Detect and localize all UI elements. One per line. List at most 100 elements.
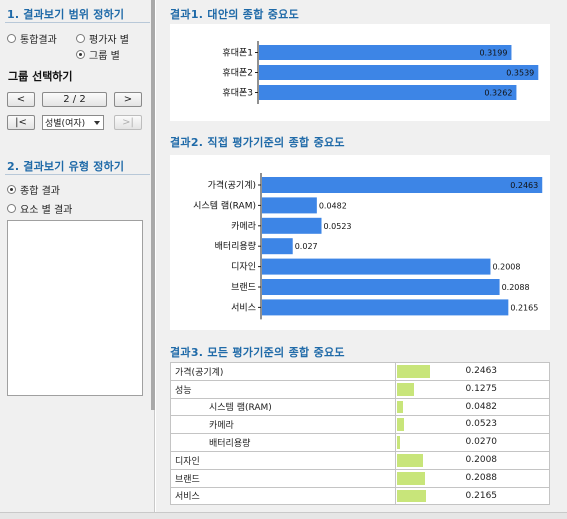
result2-title: 결과2. 직접 평가기준의 종합 중요도 [170, 136, 345, 149]
chart-bar [262, 177, 543, 193]
element-listbox[interactable] [7, 220, 143, 396]
criterion-name: 성능 [170, 379, 396, 399]
chart-bar [259, 85, 517, 100]
group-dropdown[interactable]: 성별(여자) [42, 115, 104, 130]
criterion-name: 디자인 [170, 450, 396, 470]
scope-section-title: 1. 결과보기 범위 정하기 [7, 8, 125, 21]
criterion-value-bar [396, 471, 425, 485]
radio-indicator [76, 34, 85, 43]
first-group-button[interactable]: |< [7, 115, 35, 130]
scope-radio-by-group[interactable]: 그룹 별 [76, 47, 120, 62]
group-dropdown-value: 성별(여자) [45, 119, 86, 129]
table-row: 브랜드 0.2088 [170, 468, 551, 488]
radio-label: 평가자 별 [89, 35, 129, 46]
criterion-value-text: 0.2463 [465, 366, 498, 376]
chart-category-label: 서비스 [231, 302, 256, 313]
radio-label: 통합결과 [20, 35, 57, 46]
chart-bar [259, 45, 512, 60]
left-scrollbar[interactable] [151, 0, 155, 410]
chart-value-label: 0.2088 [502, 283, 530, 292]
chart-bar [262, 258, 491, 275]
radio-label: 종합 결과 [20, 186, 60, 197]
criterion-value-bar [396, 418, 404, 432]
radio-indicator [7, 34, 16, 43]
type-radio-by-element[interactable]: 요소 별 결과 [7, 201, 72, 216]
radio-label: 요소 별 결과 [20, 205, 73, 216]
last-group-button[interactable]: >| [114, 115, 142, 130]
criterion-value-cell: 0.0523 [394, 415, 551, 435]
chart-value-label: 0.027 [295, 242, 318, 251]
table-row: 성능 0.1275 [170, 379, 551, 399]
table-row: 서비스 0.2165 [170, 486, 551, 506]
criterion-value-text: 0.2008 [465, 454, 498, 465]
chart-value-label: 0.3539 [506, 69, 534, 78]
criterion-name: 배터리용량 [170, 433, 396, 452]
criterion-value-cell: 0.1275 [394, 379, 551, 399]
chart-value-label: 0.3262 [484, 89, 512, 98]
chart-bar [262, 279, 500, 295]
chart-category-label: 카메라 [231, 221, 257, 232]
criterion-value-text: 0.0270 [465, 437, 498, 448]
chart-value-label: 0.3199 [479, 49, 507, 58]
chart-bar [259, 65, 539, 80]
next-group-button[interactable]: > [114, 92, 142, 107]
type-section-title: 2. 결과보기 유형 정하기 [7, 160, 125, 173]
criterion-value-bar [396, 382, 414, 396]
chart-category-label: 디자인 [231, 262, 256, 273]
criterion-value-text: 0.2088 [465, 472, 498, 483]
table-row: 배터리용량 0.0270 [170, 433, 551, 452]
chart-bar [262, 217, 322, 234]
criterion-value-bar [396, 400, 403, 414]
table-row: 디자인 0.2008 [170, 450, 551, 470]
radio-indicator [7, 185, 16, 194]
chart-value-label: 0.2463 [510, 181, 538, 190]
criterion-value-bar [396, 489, 426, 503]
result3-table: 가격(공기계) 0.2463 성능 0.1275 시스템 램(RAM) 0.0482 카메라… [170, 362, 551, 506]
chart-category-label: 휴대폰1 [222, 48, 253, 59]
radio-label: 그룹 별 [89, 51, 120, 62]
chevron-down-icon [94, 121, 100, 125]
criterion-value-cell: 0.2165 [394, 486, 551, 506]
criterion-name: 시스템 램(RAM) [170, 397, 396, 417]
criterion-value-cell: 0.2463 [394, 362, 551, 381]
criterion-name: 가격(공기계) [170, 362, 396, 381]
result3-title: 결과3. 모든 평가기준의 종합 중요도 [170, 346, 345, 359]
type-radio-summary[interactable]: 종합 결과 [7, 182, 60, 197]
bottom-scrollbar[interactable] [0, 512, 567, 519]
scope-section-divider [5, 22, 150, 23]
criterion-value-cell: 0.0270 [394, 433, 551, 452]
radio-indicator [7, 204, 16, 213]
result1-chart-card: 휴대폰1 0.3199 휴대폰2 0.3539 휴대폰3 0.3262 [170, 24, 550, 121]
result2-chart-card: 가격(공기계) 0.2463 시스템 램(RAM) 0.0482 카메라 0.0523 배터… [170, 155, 550, 330]
table-row: 가격(공기계) 0.2463 [170, 362, 551, 381]
result2-bar-chart: 가격(공기계) 0.2463 시스템 램(RAM) 0.0482 카메라 0.0523 배터… [193, 173, 543, 320]
criterion-value-text: 0.1275 [465, 383, 498, 394]
page-indicator: 2 / 2 [42, 92, 107, 107]
scope-radio-by-evaluator[interactable]: 평가자 별 [76, 31, 129, 46]
chart-value-label: 0.0482 [319, 201, 347, 210]
criterion-value-bar [396, 453, 424, 467]
criterion-name: 카메라 [170, 415, 396, 435]
criterion-value-cell: 0.0482 [394, 397, 551, 417]
criterion-name: 서비스 [170, 486, 396, 506]
chart-category-label: 휴대폰3 [222, 88, 253, 99]
chart-value-label: 0.2165 [510, 303, 538, 312]
criterion-value-text: 0.0523 [465, 419, 498, 430]
table-row: 카메라 0.0523 [170, 415, 551, 435]
left-panel: 1. 결과보기 범위 정하기 통합결과 평가자 별 그룹 별 그룹 선택하기 <… [0, 0, 155, 519]
criterion-value-bar [396, 436, 401, 449]
chart-bar [262, 197, 317, 214]
criterion-name: 브랜드 [170, 468, 396, 488]
scope-radio-combined[interactable]: 통합결과 [7, 31, 57, 46]
chart-value-label: 0.0523 [324, 222, 352, 231]
table-row: 시스템 램(RAM) 0.0482 [170, 397, 551, 417]
result1-title: 결과1. 대안의 종합 중요도 [170, 8, 300, 21]
radio-indicator [76, 50, 85, 59]
prev-group-button[interactable]: < [7, 92, 35, 107]
group-select-label: 그룹 선택하기 [8, 70, 73, 83]
criterion-value-cell: 0.2008 [394, 450, 551, 470]
chart-bar [262, 238, 293, 255]
results-panel: 결과1. 대안의 종합 중요도 휴대폰1 0.3199 휴대폰2 0.3539 휴대폰3… [156, 0, 567, 519]
chart-category-label: 배터리용량 [215, 240, 256, 252]
chart-category-label: 브랜드 [231, 282, 256, 293]
